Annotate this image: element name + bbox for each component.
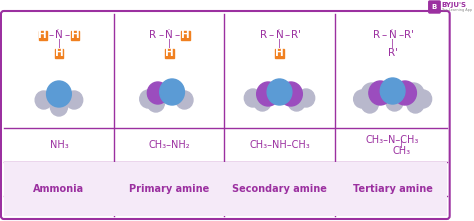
Text: –: – <box>269 30 274 40</box>
Circle shape <box>361 95 378 113</box>
Circle shape <box>35 91 52 109</box>
Circle shape <box>369 81 392 105</box>
Circle shape <box>147 94 164 112</box>
Circle shape <box>147 82 168 104</box>
Circle shape <box>298 89 315 107</box>
Text: The Learning App: The Learning App <box>441 8 472 12</box>
Text: –: – <box>175 30 180 40</box>
Circle shape <box>380 78 405 104</box>
Text: R': R' <box>388 48 398 58</box>
Text: CH₃–N–CH₃: CH₃–N–CH₃ <box>366 135 419 145</box>
FancyBboxPatch shape <box>38 30 47 40</box>
FancyBboxPatch shape <box>429 1 440 13</box>
Text: CH₃: CH₃ <box>392 146 410 156</box>
Text: –: – <box>64 30 70 40</box>
FancyBboxPatch shape <box>275 48 284 57</box>
FancyBboxPatch shape <box>165 48 173 57</box>
Circle shape <box>414 90 432 108</box>
Text: Primary amine: Primary amine <box>129 184 210 194</box>
Text: R': R' <box>404 30 414 40</box>
Text: H: H <box>38 30 47 40</box>
Text: CH₃–NH₂: CH₃–NH₂ <box>148 140 190 150</box>
Circle shape <box>267 79 292 105</box>
Text: N: N <box>389 30 397 40</box>
FancyBboxPatch shape <box>1 11 450 219</box>
Text: R': R' <box>291 30 301 40</box>
FancyBboxPatch shape <box>335 162 447 216</box>
Circle shape <box>288 93 305 111</box>
Text: H: H <box>55 48 64 58</box>
Text: ··: ·· <box>167 27 170 32</box>
Text: R: R <box>373 30 380 40</box>
Circle shape <box>176 91 193 109</box>
Circle shape <box>244 89 262 107</box>
Text: H: H <box>275 48 284 58</box>
Text: N: N <box>55 30 63 40</box>
Text: –: – <box>285 30 290 40</box>
Text: H: H <box>71 30 80 40</box>
FancyBboxPatch shape <box>114 162 224 216</box>
FancyBboxPatch shape <box>55 48 63 57</box>
FancyBboxPatch shape <box>4 162 114 216</box>
Text: –: – <box>48 30 54 40</box>
Circle shape <box>65 91 82 109</box>
Circle shape <box>50 98 67 116</box>
Text: H: H <box>165 48 173 58</box>
Text: |: | <box>391 40 394 48</box>
Circle shape <box>361 83 382 105</box>
Circle shape <box>46 81 71 107</box>
Text: |: | <box>400 139 402 149</box>
Text: B: B <box>432 4 437 10</box>
Circle shape <box>257 82 280 106</box>
Text: –: – <box>382 30 387 40</box>
Text: |: | <box>168 40 171 48</box>
Text: BYJU'S: BYJU'S <box>441 2 466 8</box>
Circle shape <box>140 90 157 108</box>
Circle shape <box>393 81 416 105</box>
Text: R: R <box>260 30 267 40</box>
Circle shape <box>403 83 424 105</box>
Text: NH₃: NH₃ <box>50 140 68 150</box>
Text: CH₃–NH–CH₃: CH₃–NH–CH₃ <box>249 140 310 150</box>
FancyBboxPatch shape <box>71 30 79 40</box>
Text: ··: ·· <box>391 27 394 32</box>
FancyBboxPatch shape <box>181 30 190 40</box>
Text: |: | <box>57 40 61 48</box>
FancyBboxPatch shape <box>224 162 335 216</box>
Circle shape <box>280 82 302 106</box>
Text: N: N <box>275 30 283 40</box>
Text: –: – <box>398 30 403 40</box>
Text: R: R <box>149 30 156 40</box>
Text: H: H <box>181 30 190 40</box>
Text: |: | <box>278 40 281 48</box>
Text: Secondary amine: Secondary amine <box>232 184 327 194</box>
Text: Ammonia: Ammonia <box>33 184 84 194</box>
Circle shape <box>254 93 271 111</box>
Text: ··: ·· <box>277 27 281 32</box>
Text: N: N <box>165 30 173 40</box>
Circle shape <box>354 90 371 108</box>
Text: ··: ·· <box>57 27 60 32</box>
Circle shape <box>407 95 424 113</box>
Text: Tertiary amine: Tertiary amine <box>353 184 433 194</box>
Text: –: – <box>158 30 164 40</box>
Circle shape <box>386 93 403 111</box>
Circle shape <box>160 79 184 105</box>
